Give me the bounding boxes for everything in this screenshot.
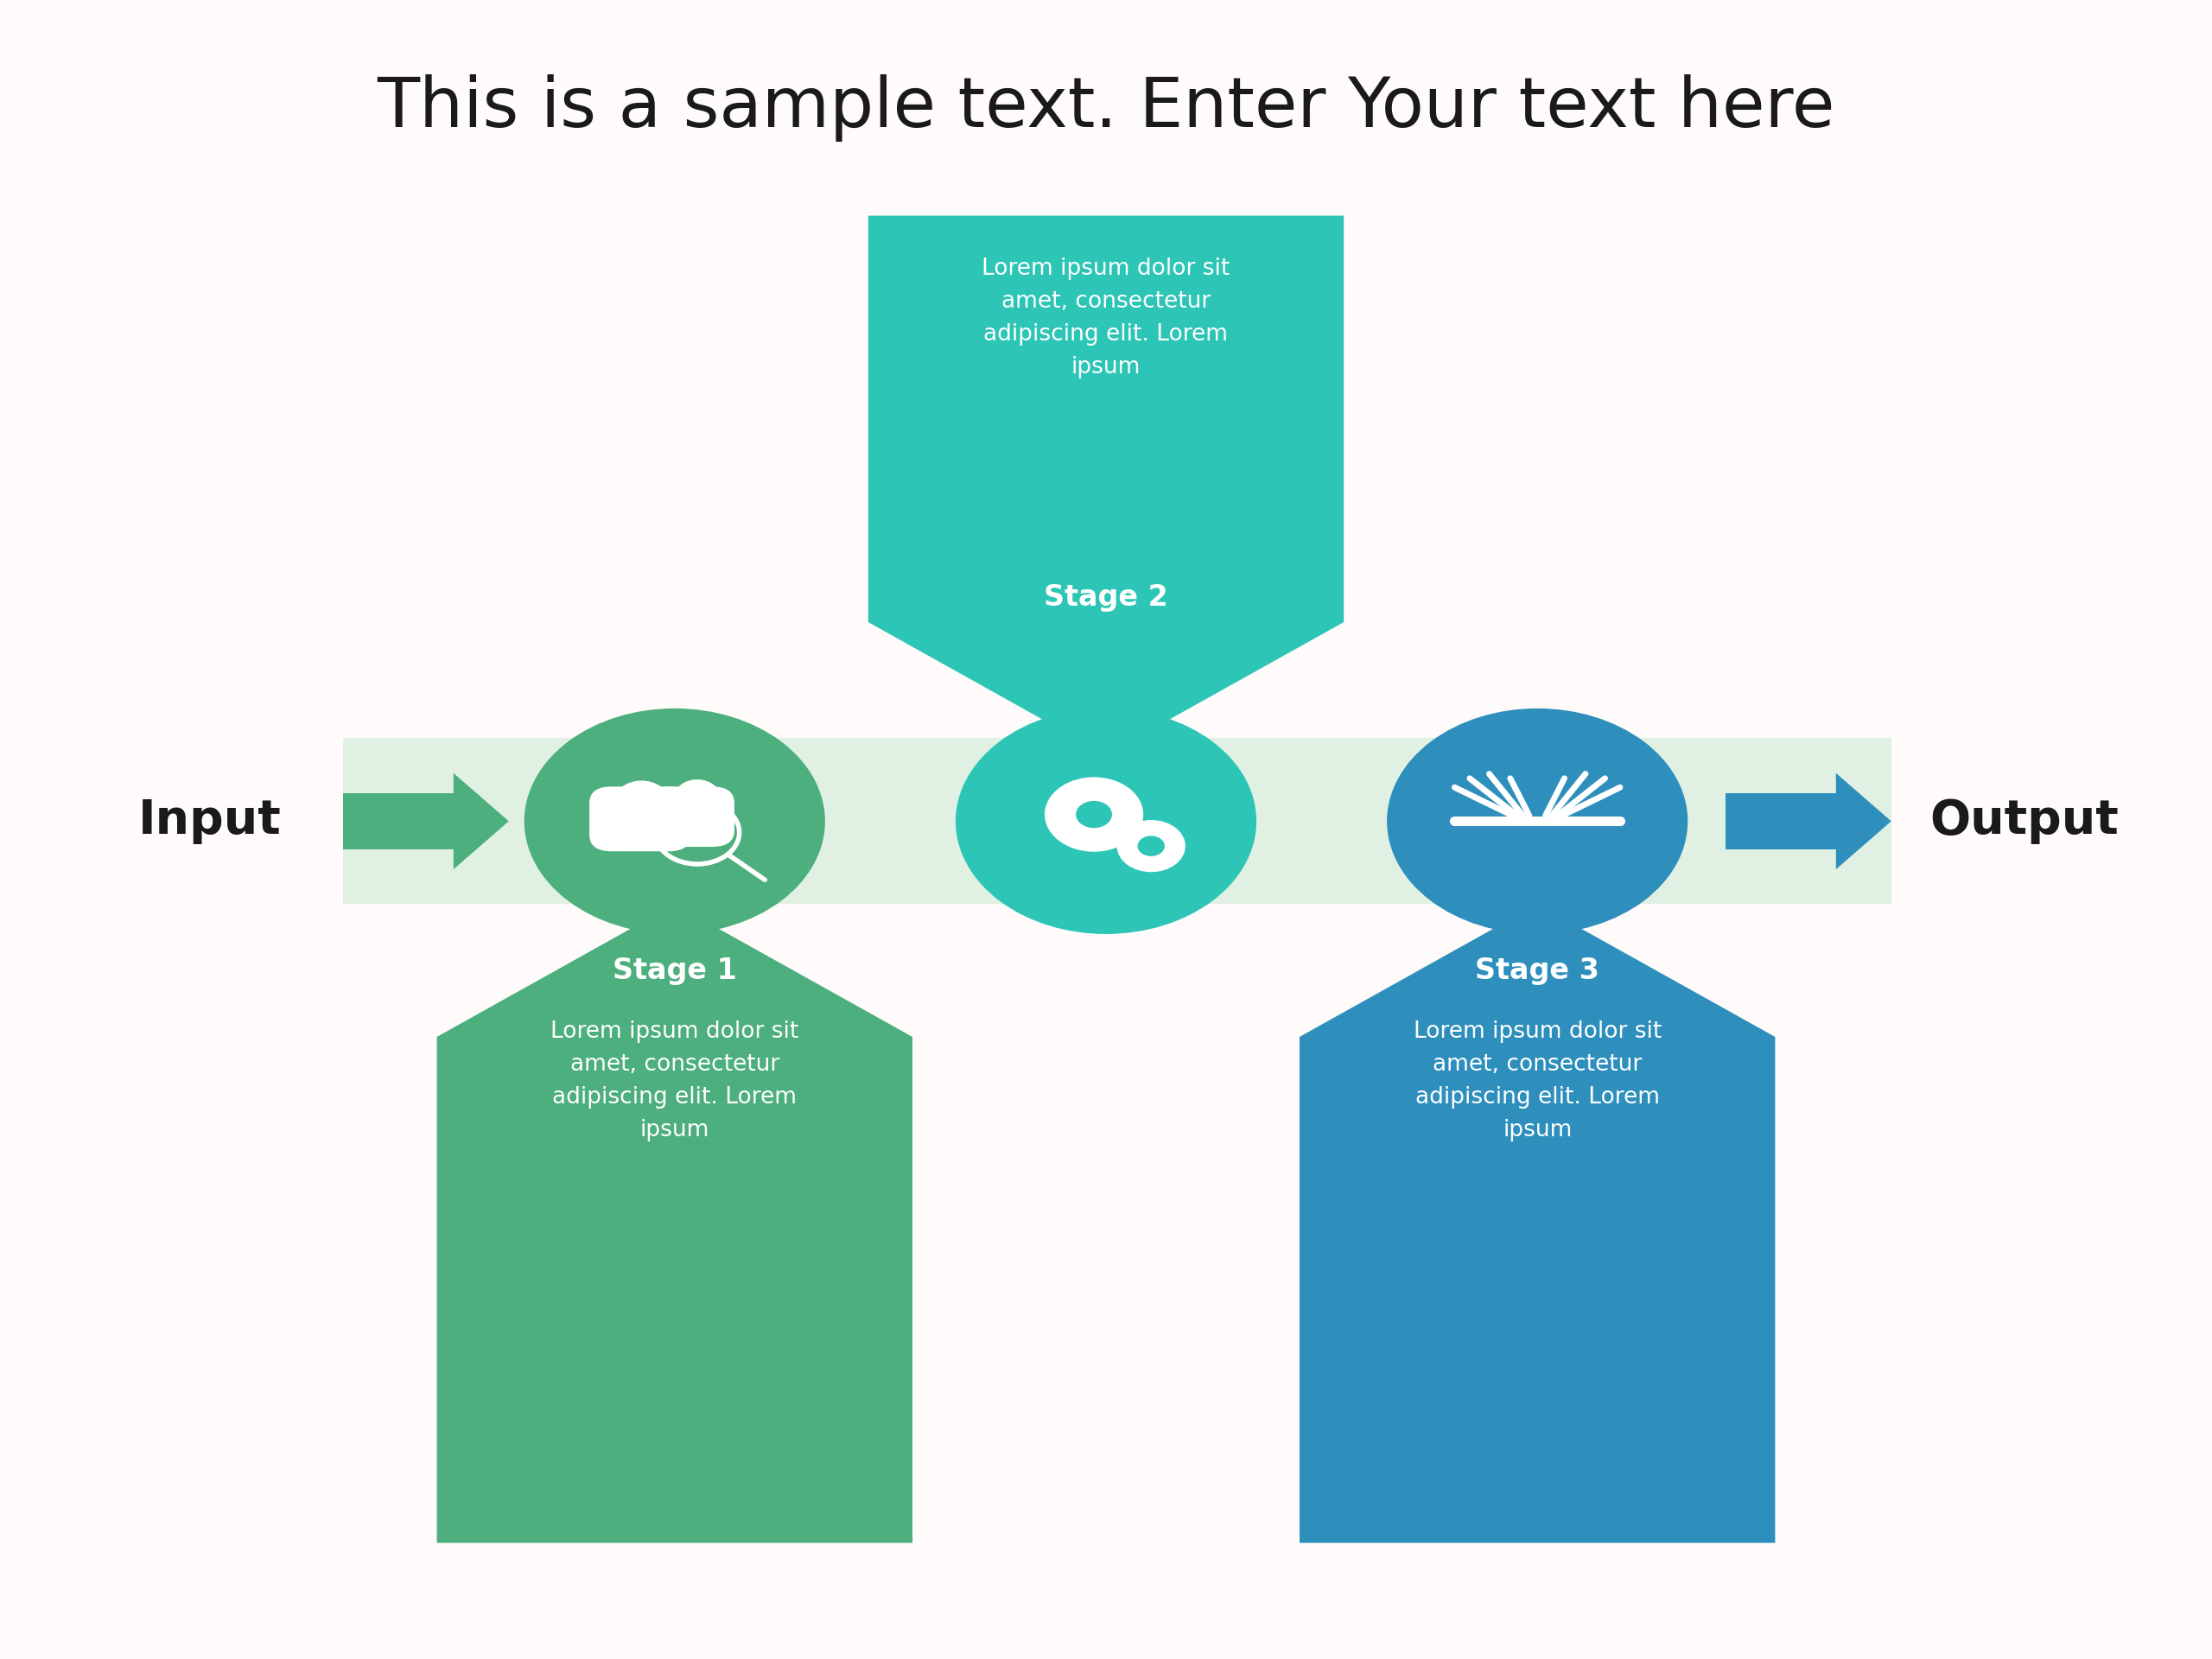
Text: Input: Input bbox=[139, 798, 281, 844]
FancyBboxPatch shape bbox=[588, 786, 690, 851]
Polygon shape bbox=[1836, 773, 1891, 869]
Circle shape bbox=[1046, 778, 1141, 851]
Circle shape bbox=[1387, 708, 1688, 934]
Polygon shape bbox=[453, 773, 509, 869]
Polygon shape bbox=[438, 904, 914, 1543]
FancyBboxPatch shape bbox=[343, 738, 1891, 904]
Circle shape bbox=[956, 708, 1256, 934]
FancyBboxPatch shape bbox=[343, 793, 453, 849]
Text: Lorem ipsum dolor sit
amet, consectetur
adipiscing elit. Lorem
ipsum: Lorem ipsum dolor sit amet, consectetur … bbox=[982, 257, 1230, 378]
Circle shape bbox=[1137, 836, 1166, 856]
Circle shape bbox=[1075, 801, 1113, 828]
FancyBboxPatch shape bbox=[646, 786, 734, 846]
Text: Lorem ipsum dolor sit
amet, consectetur
adipiscing elit. Lorem
ipsum: Lorem ipsum dolor sit amet, consectetur … bbox=[1413, 1020, 1661, 1141]
Circle shape bbox=[524, 708, 825, 934]
Text: Output: Output bbox=[1929, 798, 2119, 844]
FancyBboxPatch shape bbox=[1725, 793, 1836, 849]
Text: Lorem ipsum dolor sit
amet, consectetur
adipiscing elit. Lorem
ipsum: Lorem ipsum dolor sit amet, consectetur … bbox=[551, 1020, 799, 1141]
Circle shape bbox=[675, 780, 719, 813]
Text: Stage 1: Stage 1 bbox=[613, 956, 737, 985]
Text: Stage 3: Stage 3 bbox=[1475, 956, 1599, 985]
Polygon shape bbox=[1298, 904, 1776, 1543]
Circle shape bbox=[1117, 821, 1183, 871]
Polygon shape bbox=[869, 216, 1345, 755]
Text: This is a sample text. Enter Your text here: This is a sample text. Enter Your text h… bbox=[376, 75, 1836, 141]
Circle shape bbox=[615, 781, 668, 821]
Text: Stage 2: Stage 2 bbox=[1044, 582, 1168, 612]
